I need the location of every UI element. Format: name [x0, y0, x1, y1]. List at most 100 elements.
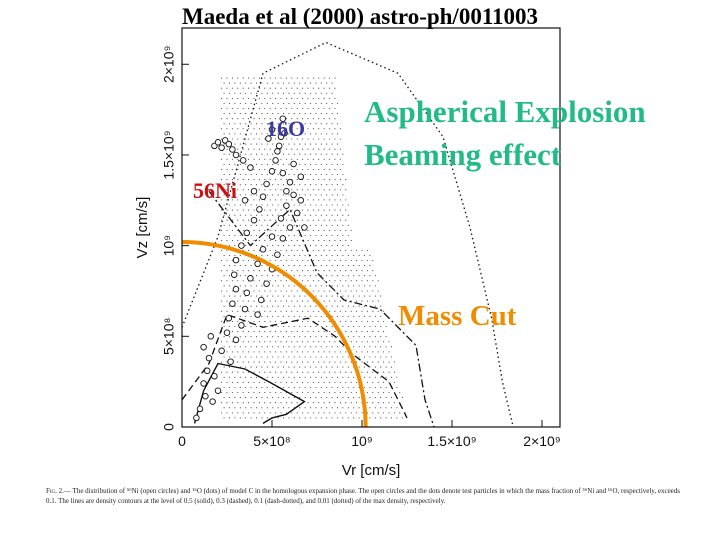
o16-dot [326, 143, 328, 145]
o16-dot [223, 265, 225, 267]
o16-dot [264, 300, 266, 302]
o16-dot [293, 92, 295, 94]
o16-dot [255, 113, 258, 115]
o16-dot [361, 341, 363, 343]
o16-dot [266, 315, 268, 317]
o16-dot [275, 290, 277, 292]
o16-dot [228, 346, 231, 348]
o16-dot [388, 371, 390, 373]
o16-dot [228, 407, 231, 409]
o16-dot [226, 249, 228, 251]
o16-dot [253, 331, 255, 333]
o16-dot [374, 275, 376, 277]
o16-dot [255, 285, 258, 287]
o16-dot [326, 386, 328, 389]
o16-dot [242, 168, 244, 171]
o16-dot [315, 102, 317, 104]
o16-dot [288, 123, 290, 125]
o16-dot [277, 234, 279, 237]
o16-dot [245, 366, 247, 368]
o16-dot [248, 209, 250, 211]
o16-dot [363, 346, 366, 348]
o16-dot [342, 295, 344, 297]
o16-dot [339, 320, 341, 322]
o16-dot [309, 123, 312, 125]
o16-dot [320, 102, 322, 104]
o16-dot [323, 280, 325, 282]
o16-dot [350, 381, 352, 383]
o16-dot [366, 331, 368, 333]
o16-dot [315, 254, 317, 256]
o16-dot [282, 275, 285, 277]
o16-dot [231, 391, 233, 394]
o16-dot [277, 204, 279, 206]
o16-dot [255, 194, 258, 196]
o16-dot [353, 386, 355, 389]
o16-dot [293, 325, 295, 328]
o16-dot [272, 407, 274, 409]
o16-dot [275, 118, 277, 120]
ni56-point [286, 178, 294, 186]
o16-dot [277, 407, 279, 409]
o16-dot [272, 325, 274, 328]
o16-dot [242, 412, 244, 414]
o16-dot [231, 402, 233, 404]
o16-dot [291, 371, 293, 373]
o16-dot [336, 143, 339, 145]
ni56-point [265, 135, 272, 142]
o16-dot [353, 295, 355, 297]
o16-dot [223, 234, 225, 237]
o16-dot [366, 381, 368, 383]
o16-dot [261, 417, 263, 419]
o16-dot [312, 391, 314, 394]
o16-dot [323, 128, 325, 130]
o16-dot [293, 376, 295, 378]
o16-dot [353, 285, 355, 287]
o16-dot [312, 402, 314, 404]
o16-dot [380, 295, 382, 297]
o16-dot [350, 259, 352, 262]
o16-dot [315, 184, 317, 186]
o16-dot [380, 336, 382, 338]
o16-dot [358, 295, 360, 297]
o16-dot [320, 143, 322, 145]
o16-dot [277, 265, 279, 267]
o16-dot [291, 87, 293, 89]
o16-dot [334, 412, 336, 414]
o16-dot [223, 397, 225, 399]
o16-dot [250, 123, 252, 125]
o16-dot [315, 153, 317, 155]
o16-dot [269, 148, 271, 150]
o16-dot [250, 194, 252, 196]
o16-dot [312, 118, 314, 120]
o16-dot [266, 143, 268, 145]
o16-dot [275, 97, 277, 99]
axis-ticks: 0 5×10⁸ 10⁹ 1.5×10⁹ 2×10⁹05×10⁸10⁹1.5×10⁹2×1… [161, 46, 561, 449]
o16-dot [309, 285, 312, 287]
o16-dot [223, 173, 225, 176]
o16-dot [336, 245, 339, 247]
o16-dot [272, 285, 274, 287]
o16-dot [275, 351, 277, 353]
o16-dot [329, 341, 331, 343]
o16-dot [282, 325, 285, 328]
o16-dot [277, 92, 279, 94]
o16-dot [342, 285, 344, 287]
o16-dot [261, 366, 263, 368]
o16-dot [231, 371, 233, 373]
o16-dot [285, 249, 287, 251]
o16-dot [299, 245, 301, 247]
ni56-point [274, 251, 281, 258]
o16-dot [245, 194, 247, 196]
o16-dot [223, 153, 225, 155]
o16-dot [221, 118, 223, 120]
o16-dot [369, 285, 371, 287]
o16-dot [363, 376, 366, 378]
o16-dot [309, 336, 312, 338]
o16-dot [258, 158, 260, 160]
o16-dot [304, 102, 306, 104]
o16-dot [377, 300, 379, 302]
o16-dot [237, 351, 239, 353]
o16-dot [385, 366, 387, 368]
o16-dot [361, 351, 363, 353]
